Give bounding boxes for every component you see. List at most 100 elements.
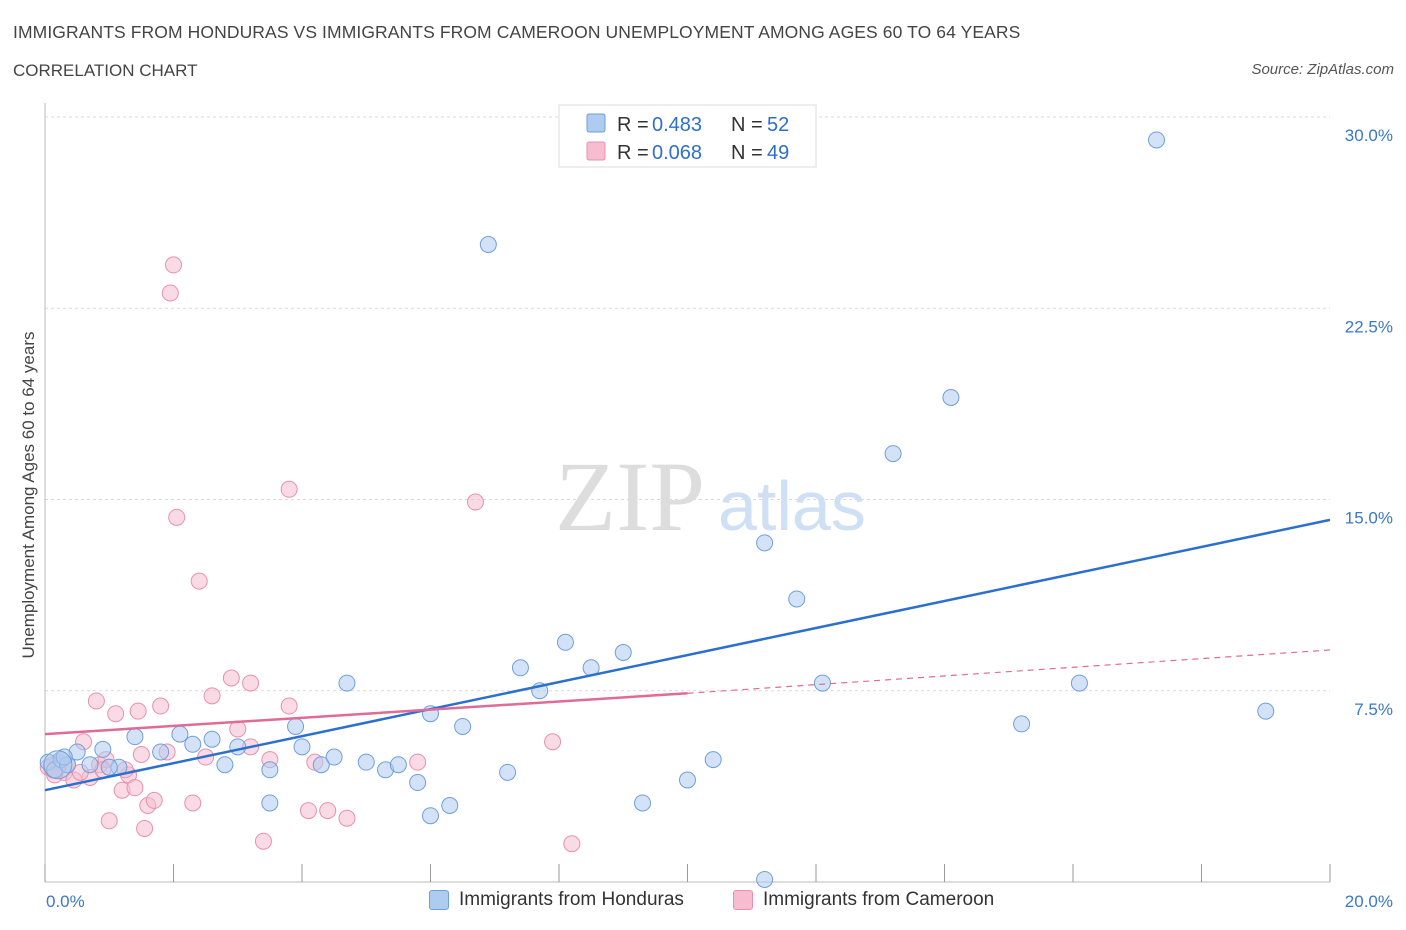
cameroon-point-38 [319, 802, 337, 820]
honduras-trend-line [44, 518, 1331, 792]
axes [44, 103, 1331, 883]
honduras-point-17 [287, 717, 305, 735]
legend-n-value-2: 49 [767, 142, 789, 164]
honduras-point-44 [884, 445, 902, 463]
honduras-point-11 [184, 735, 202, 753]
cameroon-point-9 [100, 812, 118, 830]
honduras-point-19 [312, 756, 330, 774]
honduras-point-32 [511, 659, 529, 677]
legend-item-honduras: Immigrants from Honduras [429, 889, 684, 911]
honduras-point-28 [441, 797, 459, 814]
cameroon-point-10 [107, 705, 125, 723]
honduras-point-49 [1257, 702, 1275, 720]
legend-r-value-1: 0.483 [652, 114, 702, 136]
legend-swatch-cameroon-bottom [733, 890, 753, 910]
honduras-point-50 [55, 748, 73, 766]
legend-swatch-honduras [586, 113, 606, 133]
honduras-point-22 [357, 753, 375, 771]
honduras-points [39, 131, 1275, 888]
cameroon-point-6 [87, 692, 105, 710]
honduras-cluster-point [43, 750, 73, 780]
y-tick-label-2: 22.5% [1345, 317, 1393, 336]
honduras-point-15 [261, 761, 279, 779]
honduras-point-25 [409, 774, 427, 792]
cameroon-point-15 [132, 746, 150, 763]
honduras-point-40 [756, 870, 774, 888]
cameroon-trend-extension [687, 649, 1331, 694]
honduras-point-5 [81, 756, 99, 774]
watermark: ZIP atlas [555, 441, 866, 552]
cameroon-point-18 [145, 791, 163, 809]
honduras-point-9 [152, 743, 170, 761]
legend-n-label-2: N = [731, 142, 763, 164]
honduras-point-6 [94, 740, 112, 758]
legend-swatch-honduras-bottom [429, 890, 449, 910]
honduras-point-13 [216, 756, 234, 774]
honduras-point-14 [229, 738, 247, 756]
x-tick-label-0: 0.0% [46, 892, 85, 911]
source-label: Source: ZipAtlas.com [1251, 61, 1394, 78]
cameroon-point-23 [168, 508, 186, 526]
cameroon-point-27 [203, 687, 221, 705]
cameroon-point-14 [129, 702, 147, 720]
legend-label-cameroon: Immigrants from Cameroon [763, 889, 995, 910]
honduras-point-18 [293, 738, 311, 756]
honduras-point-48 [1148, 131, 1166, 149]
cameroon-point-34 [280, 697, 298, 715]
x-tick-label-1: 20.0% [1345, 892, 1393, 911]
x-tick-labels: 0.0% 20.0% [46, 892, 1393, 911]
honduras-point-41 [756, 534, 774, 552]
cameroon-point-43 [563, 835, 581, 853]
honduras-point-27 [422, 807, 439, 825]
honduras-point-24 [389, 756, 407, 774]
y-tick-labels: 7.5% 15.0% 22.5% 30.0% [1345, 126, 1393, 719]
y-tick-label-3: 30.0% [1345, 126, 1393, 145]
legend-r-label-1: R = [617, 114, 649, 136]
cameroon-point-25 [190, 572, 208, 590]
honduras-point-45 [942, 389, 960, 406]
honduras-point-37 [634, 794, 652, 812]
y-tick-label-1: 15.0% [1345, 509, 1393, 528]
watermark-zip: ZIP [555, 441, 705, 552]
chart-title: IMMIGRANTS FROM HONDURAS VS IMMIGRANTS F… [13, 22, 1021, 42]
cameroon-point-16 [136, 819, 154, 837]
honduras-point-8 [126, 728, 144, 746]
chart-subtitle: CORRELATION CHART [13, 61, 198, 80]
honduras-point-31 [499, 763, 517, 781]
cameroon-point-39 [338, 809, 356, 827]
cameroon-point-19 [152, 697, 170, 715]
legend-r-value-2: 0.068 [652, 142, 702, 164]
watermark-atlas: atlas [718, 467, 866, 545]
legend-n-value-1: 52 [767, 114, 789, 136]
honduras-point-36 [614, 644, 632, 661]
cameroon-point-31 [242, 674, 260, 692]
cameroon-point-40 [409, 753, 427, 771]
cameroon-point-41 [466, 493, 484, 511]
cameroon-point-42 [544, 733, 562, 751]
y-tick-label-0: 7.5% [1354, 700, 1393, 719]
honduras-point-43 [813, 674, 831, 692]
legend-n-label-1: N = [731, 114, 763, 136]
grid-lines [45, 116, 1330, 692]
honduras-point-42 [788, 590, 806, 608]
cameroon-point-35 [280, 480, 298, 498]
trend-lines [44, 518, 1331, 792]
honduras-point-16 [261, 794, 279, 812]
cameroon-point-28 [222, 669, 240, 687]
honduras-point-20 [325, 748, 343, 766]
honduras-point-47 [1070, 674, 1088, 692]
honduras-point-29 [454, 717, 472, 735]
honduras-point-10 [171, 725, 189, 743]
legend-r-label-2: R = [617, 142, 649, 164]
cameroon-trend-line [44, 692, 688, 736]
honduras-point-46 [1013, 715, 1031, 733]
y-axis-label: Unemployment Among Ages 60 to 64 years [19, 332, 38, 659]
honduras-point-39 [704, 751, 722, 769]
cameroon-point-32 [254, 832, 272, 850]
legend-label-honduras: Immigrants from Honduras [459, 889, 684, 910]
honduras-point-34 [556, 633, 574, 651]
honduras-point-51 [100, 758, 118, 776]
cameroon-point-24 [184, 794, 202, 812]
legend-box: R = 0.483 N = 52 R = 0.068 N = 49 [558, 104, 817, 168]
